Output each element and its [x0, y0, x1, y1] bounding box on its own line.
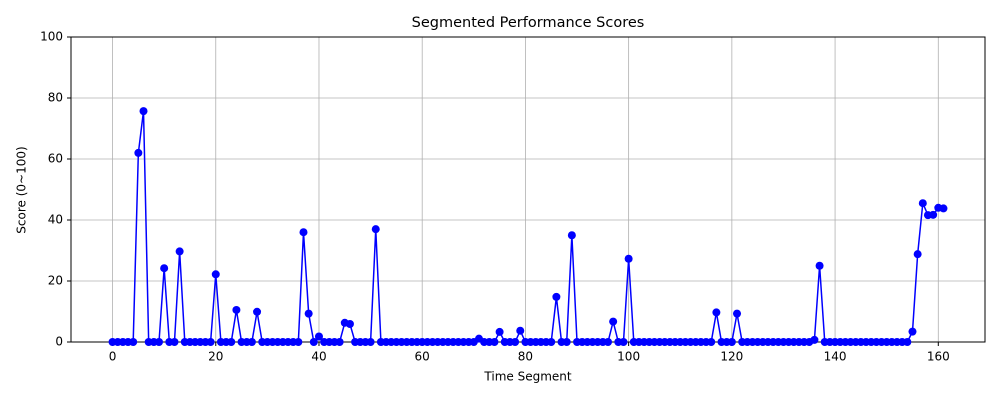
point [371, 225, 380, 234]
point [619, 338, 628, 346]
point [366, 338, 375, 346]
x-tick-label: 100 [617, 350, 640, 364]
point [733, 309, 742, 318]
point [918, 199, 927, 208]
point [913, 250, 922, 259]
x-tick-label: 40 [311, 350, 326, 364]
point [299, 228, 308, 237]
point [134, 148, 143, 157]
point [309, 338, 318, 346]
point [552, 292, 561, 301]
point [815, 261, 824, 270]
y-axis-label: Score (0~100) [15, 146, 29, 233]
point [516, 326, 525, 335]
y-tick-label: 100 [40, 30, 63, 44]
point [211, 270, 220, 279]
point [175, 247, 184, 256]
point [154, 338, 163, 346]
point [603, 338, 612, 346]
point [929, 210, 938, 219]
point [247, 338, 256, 346]
x-tick-label: 140 [824, 350, 847, 364]
point [314, 332, 323, 341]
point [304, 309, 313, 318]
point [567, 231, 576, 240]
x-tick-label: 120 [720, 350, 743, 364]
point [160, 264, 169, 273]
plot-frame [70, 36, 986, 343]
point [707, 338, 716, 346]
point [562, 338, 571, 346]
point [206, 338, 215, 346]
point [139, 107, 148, 116]
y-tick-label: 20 [48, 274, 63, 288]
point [712, 308, 721, 317]
x-tick-label: 0 [109, 350, 117, 364]
y-tick-label: 60 [48, 152, 63, 166]
chart-title: Segmented Performance Scores [412, 15, 645, 31]
point [547, 338, 556, 346]
point [232, 305, 241, 314]
y-tick-label: 40 [48, 213, 63, 227]
x-tick-label: 80 [518, 350, 533, 364]
point [810, 335, 819, 344]
point [227, 338, 236, 346]
x-axis-label: Time Segment [483, 370, 571, 384]
point [335, 338, 344, 346]
point [490, 338, 499, 346]
y-tick-label: 0 [55, 335, 63, 349]
point [908, 327, 917, 336]
x-tick-label: 20 [208, 350, 223, 364]
point [253, 307, 262, 316]
point [495, 327, 504, 336]
point [609, 317, 618, 326]
point [511, 338, 520, 346]
point [294, 338, 303, 346]
y-tick-label: 80 [48, 91, 63, 105]
x-tick-label: 160 [927, 350, 950, 364]
point [345, 320, 354, 329]
point [727, 338, 736, 346]
point [129, 338, 138, 346]
point [170, 338, 179, 346]
x-tick-label: 60 [415, 350, 430, 364]
point [939, 204, 948, 213]
point [624, 254, 633, 263]
point [903, 338, 912, 346]
